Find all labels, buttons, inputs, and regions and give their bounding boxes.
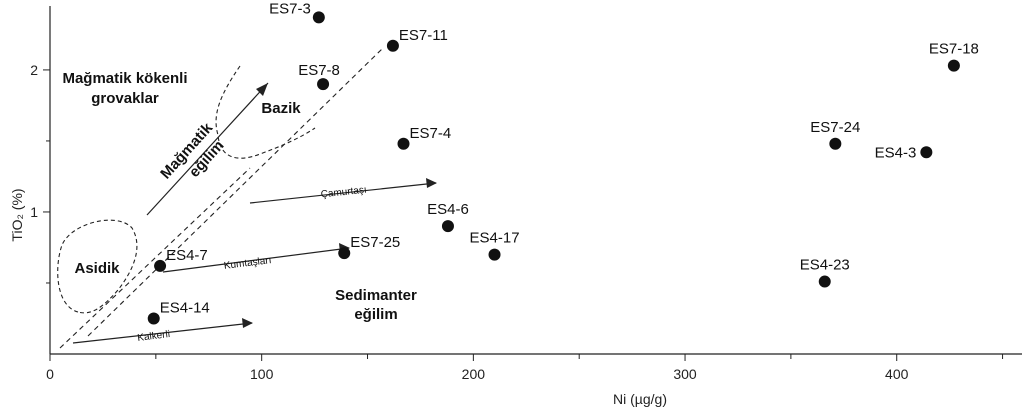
x-tick-label: 100 (250, 366, 274, 382)
bazik-label: Bazik (261, 100, 301, 117)
bazik-field-outline (215, 65, 316, 159)
data-point (947, 59, 960, 72)
magmatic-field-title-line2: grovaklar (91, 90, 159, 107)
data-point (154, 259, 167, 272)
data-point-label: ES4-3 (875, 144, 917, 161)
x-tick-label: 400 (885, 366, 909, 382)
x-tick-label: 200 (462, 366, 486, 382)
x-tick-label: 0 (46, 366, 54, 382)
data-point-label: ES7-24 (810, 119, 860, 136)
data-point-label: ES4-7 (166, 247, 208, 264)
magmatic-trend-arrow (146, 82, 269, 216)
boundary-line-upper (87, 47, 384, 337)
data-point (920, 146, 933, 159)
camurtasi-arrow (249, 182, 437, 204)
data-point (441, 220, 454, 233)
kalkerli-label: Kalkerli (137, 329, 171, 344)
data-point-label: ES7-8 (298, 62, 340, 79)
annotation-labels: Mağmatik kökenli grovaklar Bazik Asidik … (62, 70, 417, 344)
y-axis-label: TiO₂ (%) (9, 188, 25, 241)
camurtasi-label: Çamurtaşı (320, 185, 367, 201)
kalkerli-arrow (72, 322, 253, 344)
data-point-label: ES4-23 (800, 257, 850, 274)
sediment-trend-label-line2: eğilim (354, 306, 397, 323)
camurtasi-arrowhead (426, 178, 437, 188)
x-ticks: 0 100 200 300 400 (46, 354, 1004, 382)
y-tick-label: 2 (30, 62, 38, 78)
asidik-field-outline (57, 219, 138, 314)
data-point (147, 312, 160, 325)
magmatic-trend-arrowhead (256, 83, 268, 96)
data-point-label: ES4-17 (470, 230, 520, 247)
data-point (312, 11, 325, 24)
boundary-line-lower (59, 167, 251, 349)
data-point-label: ES7-11 (399, 27, 448, 44)
data-point-label: ES4-14 (160, 299, 210, 316)
kumtaslari-arrow (162, 247, 350, 273)
data-point (386, 39, 399, 52)
data-point-label: ES7-18 (929, 41, 979, 58)
data-point (488, 248, 501, 261)
axes (49, 6, 1022, 355)
data-point (829, 137, 842, 150)
y-tick-label: 1 (30, 204, 38, 220)
x-axis-label: Ni (µg/g) (613, 391, 667, 407)
kalkerli-arrowhead (242, 318, 253, 328)
data-point-label: ES4-6 (427, 201, 469, 218)
data-point (818, 275, 831, 288)
annotations (57, 47, 437, 349)
data-point-label: ES7-3 (269, 0, 311, 17)
asidik-label: Asidik (74, 260, 120, 277)
magmatic-field-title-line1: Mağmatik kökenli (62, 70, 187, 87)
data-points: ES7-3 ES7-11 ES7-8 ES7-18 ES7-4 ES7-24 ES4-3 ES… (147, 0, 979, 325)
y-ticks: 12 (30, 62, 50, 284)
data-point-label: ES7-4 (410, 125, 452, 142)
data-point (397, 137, 410, 150)
kumtaslari-label: Kumtaşları (223, 255, 272, 272)
data-point (317, 78, 330, 91)
data-point (338, 247, 351, 260)
sediment-trend-label-line1: Sedimanter (335, 287, 417, 304)
data-point-label: ES7-25 (350, 234, 400, 251)
x-tick-label: 300 (673, 366, 697, 382)
